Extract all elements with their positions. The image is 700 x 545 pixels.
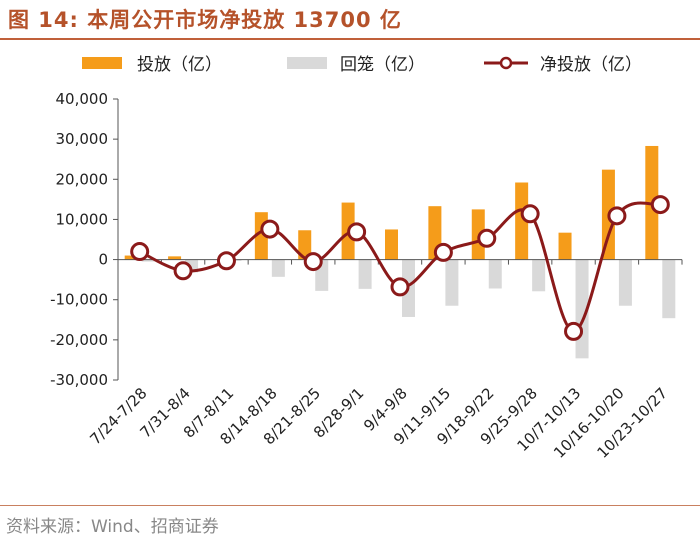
source-rule	[0, 505, 700, 506]
legend-swatch-withdraw	[287, 57, 327, 69]
bar-put	[385, 229, 398, 260]
legend-marker-net	[499, 56, 513, 70]
bar-withdraw	[358, 259, 372, 289]
bar-withdraw	[532, 259, 546, 292]
plot-area: -30,000 -20,000 -10,000 0 10,000 20,000 30,000…	[50, 90, 683, 462]
bar-put	[515, 182, 529, 260]
figure-title: 图 14: 本周公开市场净投放 13700 亿	[8, 8, 402, 32]
y-tick-label: 30,000	[56, 130, 109, 148]
bar-withdraw	[141, 259, 155, 262]
net-point	[607, 206, 627, 226]
y-tick-label: 40,000	[56, 90, 109, 108]
net-point	[260, 219, 280, 239]
bar-put	[558, 232, 572, 260]
chart: 投放（亿） 回笼（亿） 净投放（亿） -30,000 -20,000 -10,000…	[50, 55, 683, 462]
net-point	[564, 321, 584, 341]
source-note: 资料来源：Wind、招商证券	[6, 517, 219, 537]
net-point	[173, 261, 193, 281]
net-point	[433, 242, 453, 262]
net-point	[477, 228, 497, 248]
y-tick-label: 10,000	[56, 210, 109, 228]
legend: 投放（亿） 回笼（亿） 净投放（亿）	[82, 55, 642, 75]
x-tick-label: 7/24-7/28	[86, 384, 150, 448]
bar-withdraw	[488, 259, 502, 289]
y-tick-label: -30,000	[50, 371, 108, 389]
net-point	[347, 222, 367, 242]
title-rule	[0, 38, 700, 40]
bar-withdraw	[445, 259, 459, 306]
net-point	[520, 204, 540, 224]
y-tick-label: -20,000	[50, 331, 108, 349]
y-tick-label: -10,000	[50, 291, 108, 309]
bar-withdraw	[618, 259, 632, 306]
bar-withdraw	[662, 259, 676, 319]
y-tick-label: 0	[98, 251, 108, 269]
legend-label-withdraw: 回笼（亿）	[340, 55, 425, 75]
net-point	[390, 277, 410, 297]
legend-swatch-put	[82, 57, 122, 69]
bar-put	[124, 255, 138, 260]
legend-label-put: 投放（亿）	[137, 55, 222, 75]
bar-put	[298, 230, 312, 260]
bar-withdraw	[271, 259, 285, 277]
legend-label-net: 净投放（亿）	[540, 55, 642, 75]
bar-put	[168, 256, 182, 260]
net-point	[303, 252, 323, 272]
y-tick-label: 20,000	[56, 170, 109, 188]
net-point	[216, 251, 236, 271]
net-point	[130, 242, 150, 262]
net-point	[650, 195, 670, 215]
